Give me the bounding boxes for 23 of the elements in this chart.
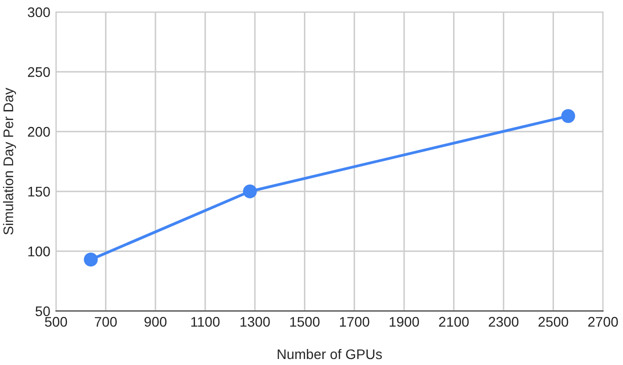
y-tick-label: 250 — [28, 67, 50, 77]
y-tick-label: 300 — [28, 7, 50, 18]
x-tick-label: 2100 — [439, 316, 469, 327]
x-tick-label: 2500 — [538, 316, 568, 327]
x-tick-label: 1900 — [390, 316, 419, 327]
y-tick-label: 150 — [28, 186, 50, 197]
x-tick-label: 900 — [144, 316, 166, 327]
point — [561, 109, 576, 123]
x-tick-label: 1500 — [290, 316, 320, 327]
x-tick-label: 1100 — [191, 316, 220, 327]
point — [242, 184, 257, 198]
y-tick-label: 100 — [28, 246, 50, 256]
point — [84, 252, 98, 267]
y-tick-label: 200 — [28, 126, 50, 137]
x-tick-label: 2300 — [488, 316, 518, 327]
y-tick-label: 50 — [36, 306, 50, 316]
x-axis-title: Number of GPUs — [278, 348, 382, 360]
x-tick-label: 1300 — [240, 316, 270, 327]
x-tick-label: 1700 — [340, 316, 370, 327]
y-axis-title: Simulation Day Per Day — [3, 88, 16, 235]
x-tick-label: 500 — [44, 316, 68, 327]
x-tick-label: 700 — [94, 316, 117, 327]
x-tick-label: 2700 — [588, 316, 618, 327]
